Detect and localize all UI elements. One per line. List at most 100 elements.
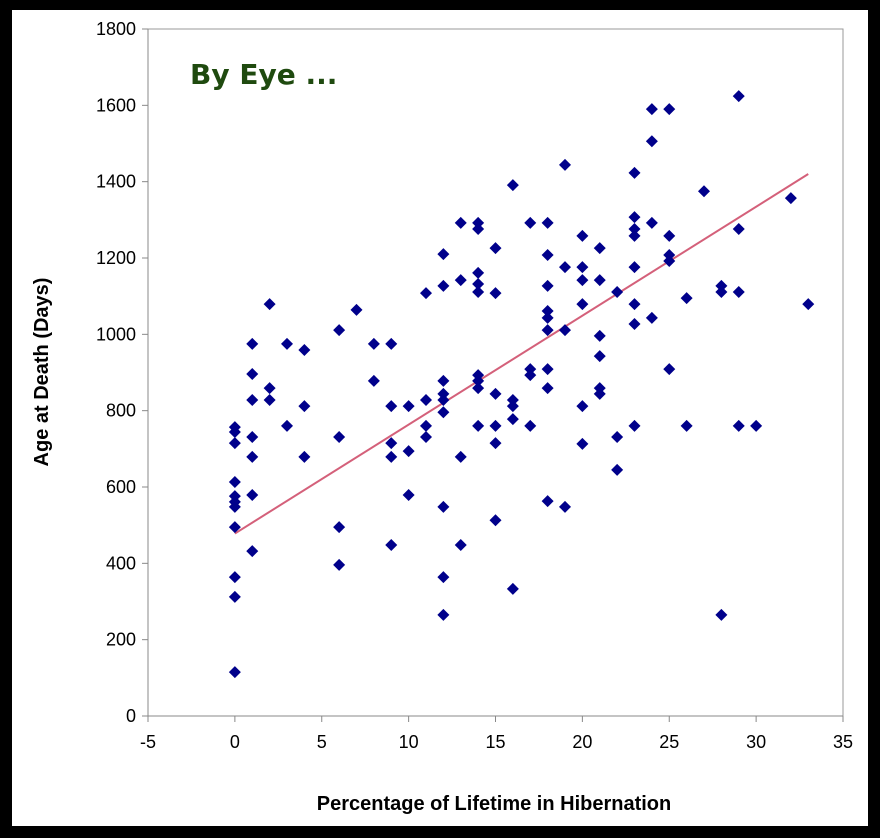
point <box>663 103 676 116</box>
point <box>541 216 554 229</box>
point <box>715 608 728 621</box>
point <box>576 274 589 287</box>
trend-line <box>234 173 809 535</box>
point <box>541 311 554 324</box>
point <box>263 393 276 406</box>
point <box>228 437 241 450</box>
point <box>628 166 641 179</box>
point <box>437 387 450 400</box>
point <box>628 318 641 331</box>
point <box>645 135 658 148</box>
y-tick-label: 1600 <box>96 95 136 115</box>
point <box>367 374 380 387</box>
point <box>524 216 537 229</box>
point <box>593 350 606 363</box>
point <box>228 666 241 679</box>
point <box>524 419 537 432</box>
point <box>593 242 606 255</box>
y-tick-label: 400 <box>106 553 136 573</box>
point <box>228 571 241 584</box>
point <box>750 419 763 432</box>
x-tick-label: 0 <box>230 732 240 752</box>
y-tick-label: 0 <box>126 706 136 726</box>
point <box>472 277 485 290</box>
point <box>541 495 554 508</box>
point <box>559 324 571 337</box>
point <box>715 279 728 292</box>
x-tick-label: 5 <box>317 732 327 752</box>
point <box>437 374 450 387</box>
point <box>333 521 346 534</box>
y-tick-label: 800 <box>106 401 136 421</box>
point <box>420 431 432 444</box>
point <box>281 337 293 350</box>
point <box>472 285 485 298</box>
x-tick-label: 15 <box>485 732 505 752</box>
x-tick-label: 35 <box>833 732 853 752</box>
point <box>333 324 346 337</box>
point <box>402 400 415 413</box>
point <box>541 324 554 337</box>
point <box>454 216 467 229</box>
point <box>437 571 450 584</box>
point <box>472 374 485 387</box>
point <box>576 261 589 274</box>
x-tick-label: 30 <box>746 732 766 752</box>
point <box>228 500 241 513</box>
point <box>611 463 624 476</box>
point <box>437 500 450 513</box>
point <box>385 437 398 450</box>
point <box>732 419 745 432</box>
y-tick-label: 1200 <box>96 248 136 268</box>
point <box>385 400 398 413</box>
point <box>246 450 259 463</box>
x-tick-label: -5 <box>140 732 156 752</box>
point <box>802 298 815 311</box>
point <box>489 387 502 400</box>
point <box>576 229 589 242</box>
point <box>228 426 241 439</box>
point <box>385 539 398 552</box>
point <box>402 445 415 458</box>
point <box>437 248 450 261</box>
y-tick-label: 200 <box>106 630 136 650</box>
point <box>385 450 398 463</box>
point <box>559 158 571 171</box>
point <box>784 192 797 205</box>
frame <box>12 10 868 826</box>
point <box>333 431 346 444</box>
point <box>246 545 259 558</box>
point <box>628 229 641 242</box>
point <box>281 419 293 432</box>
y-tick-label: 1000 <box>96 324 136 344</box>
point <box>663 248 676 261</box>
point <box>385 337 398 350</box>
point <box>541 248 554 261</box>
point <box>454 450 467 463</box>
point <box>246 431 259 444</box>
point <box>298 400 311 413</box>
point <box>506 582 519 595</box>
point <box>489 514 502 527</box>
point <box>263 382 276 395</box>
point <box>628 222 641 235</box>
point <box>680 292 693 305</box>
point <box>472 382 485 395</box>
point <box>489 437 502 450</box>
point <box>506 413 519 426</box>
point <box>298 450 311 463</box>
point <box>246 368 259 381</box>
point <box>472 222 485 235</box>
point <box>593 274 606 287</box>
point <box>732 90 745 103</box>
point <box>611 431 624 444</box>
point <box>489 419 502 432</box>
point <box>228 476 241 489</box>
point <box>437 406 450 419</box>
point <box>680 419 693 432</box>
point <box>437 279 450 292</box>
point <box>472 266 485 279</box>
point <box>663 229 676 242</box>
point <box>437 608 450 621</box>
point <box>246 393 259 406</box>
